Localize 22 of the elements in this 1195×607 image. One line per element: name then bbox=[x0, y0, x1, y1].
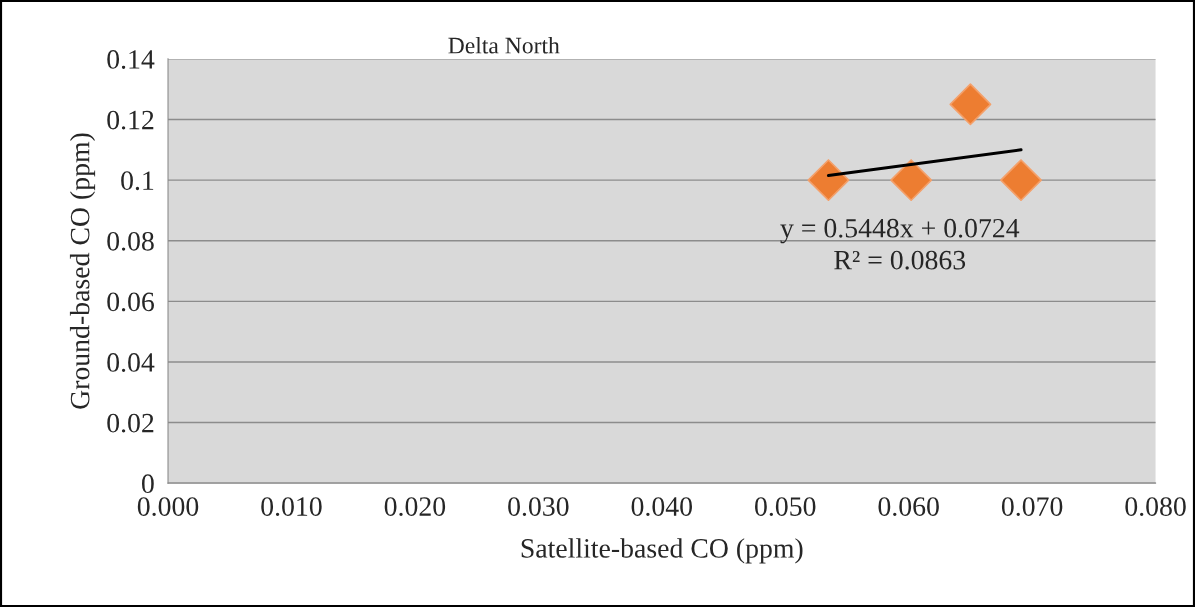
x-axis-title: Satellite-based CO (ppm) bbox=[521, 538, 803, 564]
y-tick-label: 0.06 bbox=[107, 292, 154, 312]
x-tick-label: 0.010 bbox=[261, 497, 322, 517]
annotation: R² = 0.0863 bbox=[834, 250, 966, 270]
y-tick-label: 0.14 bbox=[107, 50, 155, 69]
x-tick-label: 0.070 bbox=[1001, 497, 1063, 517]
x-tick-label: 0.000 bbox=[137, 497, 199, 517]
x-tick-label: 0.050 bbox=[755, 497, 816, 517]
y-tick-label: 0.08 bbox=[107, 231, 154, 251]
y-tick-label: 0 bbox=[141, 474, 154, 494]
x-tick-label: 0.020 bbox=[384, 497, 446, 517]
y-tick-label: 0.1 bbox=[121, 171, 154, 191]
chart-title: Delta North bbox=[448, 36, 560, 54]
x-tick-label: 0.080 bbox=[1125, 497, 1186, 517]
y-tick-label: 0.12 bbox=[107, 110, 154, 130]
y-tick-label: 0.04 bbox=[107, 353, 155, 372]
x-tick-label: 0.060 bbox=[878, 497, 939, 517]
y-tick-label: 0.02 bbox=[107, 413, 154, 433]
x-tick-label: 0.030 bbox=[508, 497, 569, 517]
x-tick-label: 0.040 bbox=[631, 497, 692, 517]
y-axis-title: Ground-based CO (ppm) bbox=[69, 133, 96, 409]
annotation: y = 0.5448x + 0.0724 bbox=[780, 218, 1020, 244]
